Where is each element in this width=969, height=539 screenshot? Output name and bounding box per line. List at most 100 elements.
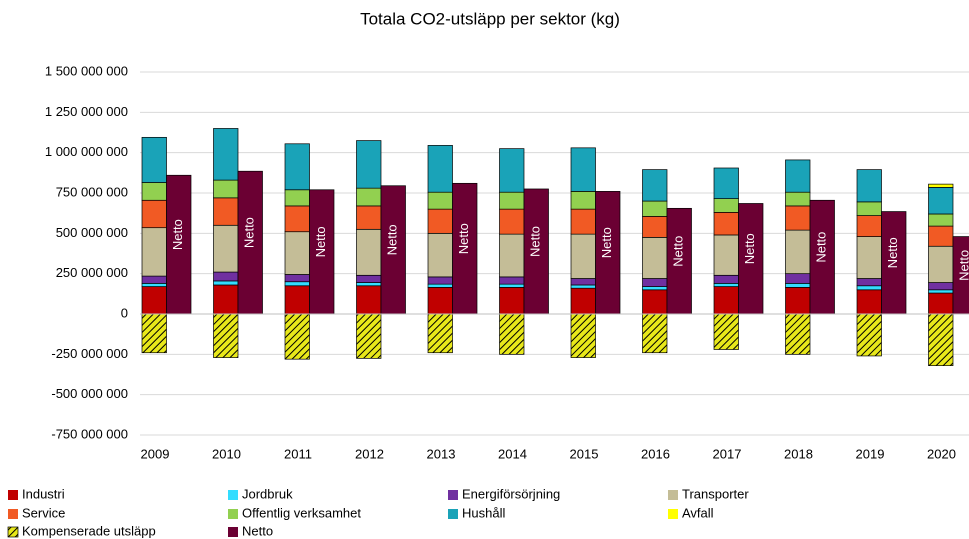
legend-label: Avfall [682,505,714,520]
bar-segment [427,145,453,193]
bar-segment [141,275,167,284]
bar-segment [213,313,239,358]
bar-segment [213,224,239,273]
bar-label: Netto [885,237,900,268]
bar-segment [237,170,263,315]
bar-segment [213,179,239,199]
bar-segment [642,278,668,287]
bar-segment [427,232,453,278]
bar-segment [856,169,882,203]
y-tick-label: -750 000 000 [51,426,128,441]
bar-segment [785,191,811,207]
chart-title: Totala CO2-utsläpp per sektor (kg) [360,9,620,28]
legend-label: Transporter [682,486,749,501]
y-tick-label: -250 000 000 [51,346,128,361]
bar-label: Netto [528,226,543,257]
bar-segment [499,191,525,210]
bar-segment [642,216,668,238]
x-tick-label: 2014 [498,446,527,461]
legend-swatch [7,526,19,538]
legend-label: Netto [242,523,273,538]
y-tick-label: 1 250 000 000 [45,104,128,119]
legend-label: Industri [22,486,65,501]
legend-swatch [448,509,458,519]
bar-label: Netto [742,233,757,264]
bar-segment [785,273,811,284]
bar-segment [928,183,954,188]
bar-label: Netto [242,217,257,248]
bar-segment [570,287,596,315]
bar-segment [284,274,310,283]
bar-segment [785,313,811,355]
bar-segment [499,276,525,285]
bar-label: Netto [671,236,686,267]
bar-segment [427,287,453,315]
bar-label: Netto [385,224,400,255]
bar-segment [570,208,596,235]
bar-segment [499,313,525,355]
bar-segment [713,234,739,276]
bar-segment [856,215,882,237]
bar-segment [284,313,310,360]
bar-segment [356,285,382,315]
y-tick-label: 0 [121,305,128,320]
y-tick-label: 1 000 000 000 [45,144,128,159]
bar-segment [928,289,954,294]
bar-segment [713,167,739,199]
bar-segment [595,191,621,315]
x-tick-label: 2011 [284,446,312,461]
bar-segment [166,174,192,315]
bar-segment [427,283,453,288]
bar-segment [642,313,668,354]
bar-segment [427,276,453,285]
bar-segment [427,313,453,354]
bar-segment [856,289,882,315]
bar-segment [642,169,668,202]
bar-segment [785,205,811,231]
bar-segment [356,282,382,287]
bar-segment [856,201,882,216]
bar-segment [284,143,310,191]
x-tick-label: 2019 [856,446,885,461]
bar-segment [141,136,167,183]
y-tick-label: 250 000 000 [56,265,128,280]
bar-segment [928,245,954,283]
bar-segment [666,207,692,315]
bar-segment [284,205,310,233]
bar-segment [499,148,525,193]
y-tick-label: 750 000 000 [56,184,128,199]
legend-swatch [228,527,238,537]
y-tick-label: -500 000 000 [51,386,128,401]
bar-label: Netto [170,219,185,250]
bar-segment [427,191,453,210]
bar-label: Netto [456,223,471,254]
y-tick-label: 500 000 000 [56,225,128,240]
x-tick-label: 2009 [141,446,170,461]
bar-segment [499,233,525,278]
x-tick-label: 2020 [927,446,956,461]
x-tick-label: 2013 [427,446,456,461]
bar-segment [380,185,406,315]
bar-segment [713,198,739,213]
legend-label: Service [22,505,65,520]
bar-label: Netto [599,227,614,258]
bar-segment [570,191,596,210]
bar-segment [570,233,596,279]
bar-segment [427,208,453,234]
bar-segment [928,292,954,315]
bar-segment [213,271,239,282]
bar-segment [213,197,239,226]
x-tick-label: 2010 [212,446,241,461]
bar-segment [856,278,882,287]
bar-segment [856,313,882,357]
legend-swatch [8,490,18,500]
bar-segment [713,313,739,350]
x-tick-label: 2016 [641,446,670,461]
bar-segment [785,282,811,288]
bar-segment [284,231,310,275]
bar-label: Netto [814,232,829,263]
bar-segment [570,313,596,358]
legend-label: Jordbruk [242,486,293,501]
bar-segment [881,211,907,315]
